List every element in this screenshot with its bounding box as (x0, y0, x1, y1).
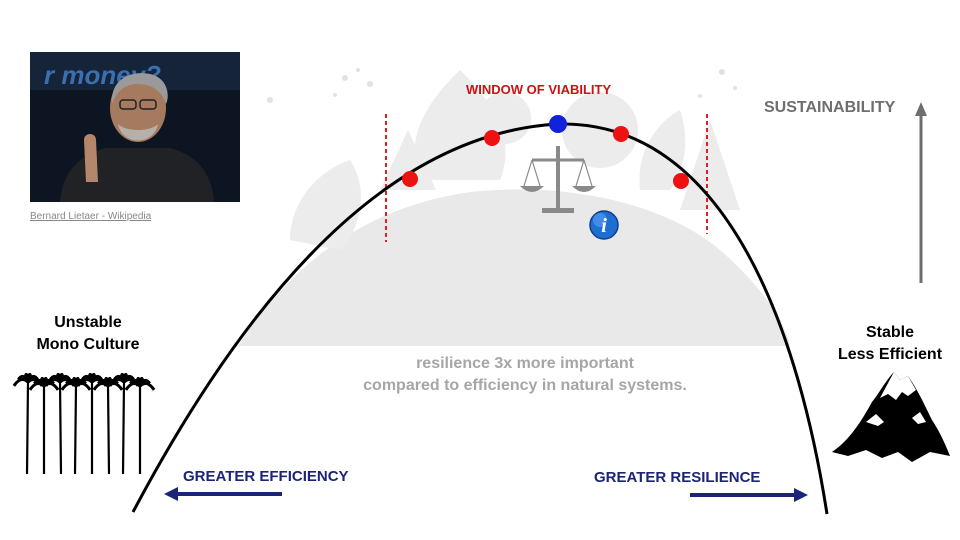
curve-dot-4 (673, 173, 689, 189)
curve-dot-2 (484, 130, 500, 146)
balance-scale-icon (520, 146, 596, 213)
efficiency-arrow (164, 487, 282, 501)
palm-trunk (25, 381, 30, 475)
unstable-monoculture-label: Unstable Mono Culture (36, 314, 140, 353)
palm-trunk (73, 385, 78, 475)
stable-less-efficient-label: Stable Less Efficient (837, 324, 943, 363)
resilience-importance-text: resilience 3x more important compared to… (363, 355, 687, 394)
greater-efficiency-label: GREATER EFFICIENCY (183, 468, 349, 485)
palm-trunk (121, 381, 126, 475)
sustainability-arrow (915, 102, 927, 283)
sustainability-label: SUSTAINABILITY (764, 99, 896, 116)
curve-dot-optimum (549, 115, 567, 133)
photo-caption[interactable]: Bernard Lietaer - Wikipedia (30, 211, 152, 222)
greater-resilience-label: GREATER RESILIENCE (594, 469, 761, 486)
palm-trunk (58, 381, 63, 475)
info-glyph: i (601, 215, 607, 237)
info-icon[interactable]: i (589, 210, 619, 240)
palm-trunk (106, 385, 111, 475)
curve-dot-1 (402, 171, 418, 187)
mountain-icon (832, 372, 950, 462)
person-silhouette (60, 148, 214, 202)
window-of-viability-label: WINDOW OF VIABILITY (466, 82, 612, 97)
palm-frond (138, 381, 156, 391)
portrait-photo: r money? (30, 52, 240, 202)
background-hill (238, 68, 790, 346)
curve-dot-3 (613, 126, 629, 142)
resilience-arrow (690, 488, 808, 502)
palm-trees-icon (12, 372, 156, 475)
